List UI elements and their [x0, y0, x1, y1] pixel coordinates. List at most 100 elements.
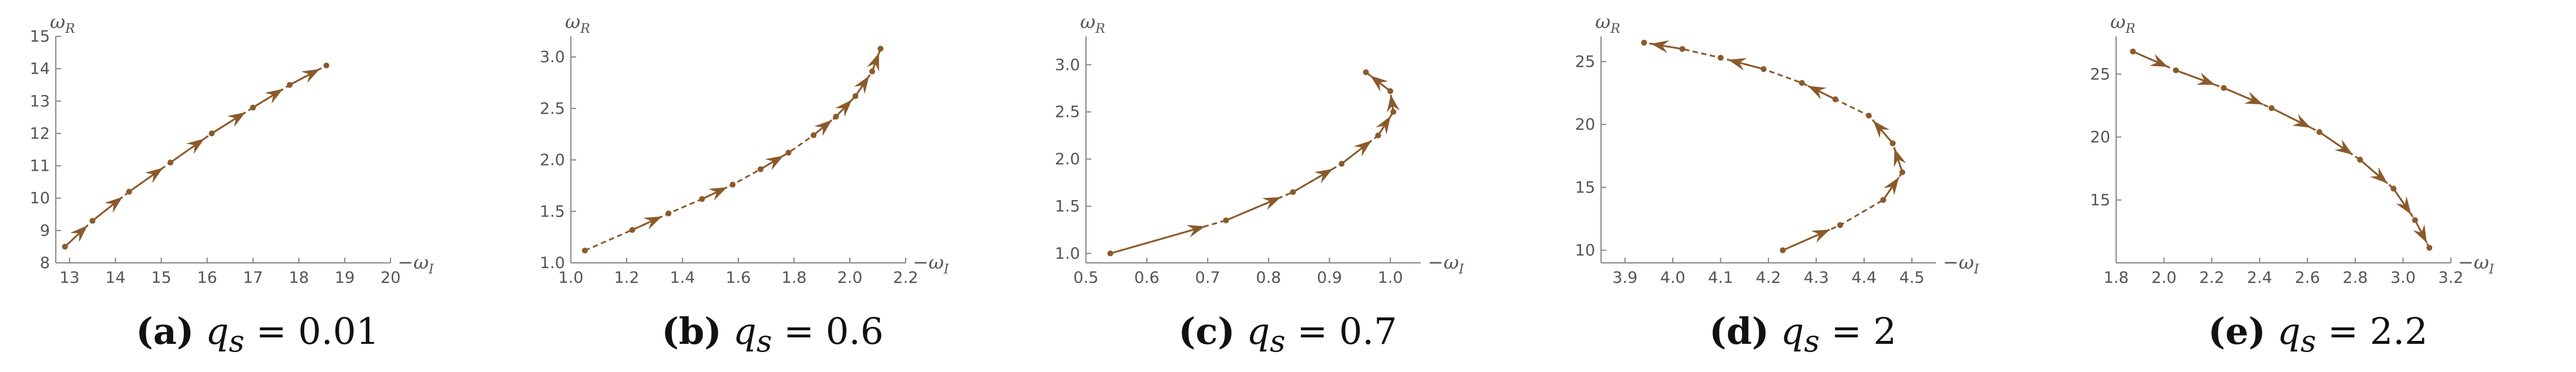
- data-point: [89, 218, 96, 224]
- panel-e: 1.8 2.0 2.2 2.4 2.6 2.8 3.0 3.2 15 20 25 ωR −ωI (e) …: [2060, 0, 2575, 372]
- x-tick-label: 19: [335, 269, 355, 287]
- x-tick-label: 2.0: [838, 269, 863, 287]
- caption-subscript: s: [756, 324, 772, 360]
- caption-letter: (a): [136, 310, 194, 353]
- panel-b: 1.0 1.2 1.4 1.6 1.8 2.0 2.2 1.0 1.5 2.0 2.5 3.0 ωR −ω…: [515, 0, 1030, 372]
- data-point: [2221, 84, 2227, 91]
- arrow-head: [227, 112, 246, 127]
- caption-letter: (c): [1178, 310, 1235, 353]
- data-point: [2357, 157, 2363, 163]
- caption-subscript: s: [2301, 324, 2316, 360]
- data-point: [287, 82, 293, 88]
- panel-c: 0.5 0.6 0.7 0.8 0.9 1.0 1.0 1.5 2.0 2.5 3.0 ωR −ωI (…: [1030, 0, 1545, 372]
- y-tick-label: 1.0: [540, 254, 565, 272]
- arrow-head: [866, 53, 879, 72]
- x-tick-label: 2.4: [2247, 269, 2272, 287]
- arrow-head: [264, 89, 283, 104]
- x-tick-label: 3.9: [1612, 269, 1637, 287]
- x-tick-label: 4.4: [1851, 269, 1876, 287]
- arrow-head: [1314, 168, 1333, 184]
- arrow-head: [301, 69, 320, 83]
- caption-subscript: s: [1804, 324, 1820, 360]
- x-axis-label: −ωI: [1428, 251, 1465, 277]
- y-tick-label: 2.0: [1055, 150, 1080, 168]
- caption-value: = 2: [1820, 310, 1896, 353]
- caption-symbol: q: [1246, 310, 1270, 353]
- arrow-head: [1811, 229, 1830, 243]
- arrow-head: [853, 76, 869, 94]
- x-tick-label: 1.8: [782, 269, 807, 287]
- x-axis-label-subscript: I: [2488, 262, 2495, 277]
- caption-value: = 2.2: [2316, 310, 2428, 353]
- y-tick-label: 14: [30, 60, 50, 78]
- x-axis-label: −ωI: [398, 251, 435, 277]
- x-tick-label: 4.5: [1899, 269, 1925, 287]
- data-point: [2412, 217, 2418, 224]
- x-tick-label: 4.0: [1660, 269, 1686, 287]
- x-tick-label: 3.0: [2390, 269, 2416, 287]
- y-tick-label: 25: [1575, 53, 1595, 71]
- data-point: [1866, 113, 1872, 119]
- caption-subscript: s: [228, 324, 245, 360]
- x-tick-label: 0.7: [1195, 269, 1220, 287]
- caption-value: = 0.6: [772, 310, 884, 353]
- y-tick-label: 2.0: [540, 151, 565, 170]
- x-tick-label: 2.8: [2343, 269, 2368, 287]
- caption-a: (a) qs = 0.01: [0, 310, 515, 359]
- arrow-head: [765, 155, 783, 171]
- y-axis-label: ωR: [565, 11, 590, 36]
- data-point: [1899, 169, 1905, 175]
- data-point: [629, 226, 635, 233]
- arrow-head: [2292, 114, 2311, 128]
- data-point: [1760, 66, 1767, 72]
- data-point: [323, 62, 329, 69]
- data-point: [250, 104, 256, 111]
- x-tick-label: 0.6: [1134, 269, 1159, 287]
- arrow-head: [1186, 225, 1205, 238]
- data-point: [1799, 80, 1805, 86]
- arrow-shaft: [1110, 225, 1206, 255]
- data-point: [1290, 189, 1296, 195]
- data-point: [126, 188, 132, 195]
- data-point: [852, 93, 859, 99]
- y-tick-label: 8: [40, 254, 50, 272]
- y-axis-label: ωR: [1080, 11, 1105, 36]
- caption-letter: (e): [2208, 310, 2266, 353]
- caption-c: (c) qs = 0.7: [1030, 310, 1545, 359]
- caption-value: = 0.7: [1285, 310, 1397, 353]
- arrow-head: [1376, 116, 1391, 135]
- y-axis-label-subscript: R: [1610, 22, 1620, 36]
- y-tick-label: 3.0: [1055, 56, 1080, 74]
- trajectory-line: [64, 65, 327, 248]
- trajectory-line: [2132, 50, 2430, 248]
- arrow-head: [70, 225, 88, 242]
- arrow-head: [1728, 58, 1747, 71]
- data-point: [758, 166, 764, 173]
- caption-symbol: q: [2277, 310, 2301, 353]
- y-tick-label: 13: [30, 92, 50, 110]
- x-tick-label: 4.1: [1708, 269, 1733, 287]
- y-axis-label-subscript: R: [2125, 22, 2136, 36]
- arrow-head: [2396, 196, 2412, 215]
- data-point: [2316, 128, 2323, 135]
- x-axis-label-subscript: I: [1973, 262, 1980, 277]
- x-tick-label: 17: [243, 269, 263, 287]
- x-axis-label-subscript: I: [1458, 262, 1465, 277]
- data-point: [877, 46, 884, 52]
- y-tick-label: 12: [30, 124, 50, 143]
- data-point: [1375, 132, 1381, 138]
- data-point: [1641, 39, 1647, 46]
- x-tick-label: 2.6: [2295, 269, 2320, 287]
- y-tick-label: 20: [1575, 116, 1595, 134]
- caption-symbol: q: [205, 310, 229, 353]
- caption-subscript: s: [1270, 324, 1286, 360]
- data-point: [833, 113, 839, 120]
- arrow-head: [1353, 140, 1372, 157]
- panel-a: 13 14 15 16 17 18 19 20 8 9 10 11 12 13 14 15 ωR −ωI (a) …: [0, 0, 515, 372]
- x-axis-label: −ωI: [1943, 251, 1980, 277]
- x-tick-label: 1.0: [559, 269, 584, 287]
- data-point: [1889, 140, 1896, 147]
- data-point: [1780, 247, 1786, 253]
- arrow-head: [1651, 40, 1670, 53]
- y-axis-label-subscript: R: [65, 22, 75, 36]
